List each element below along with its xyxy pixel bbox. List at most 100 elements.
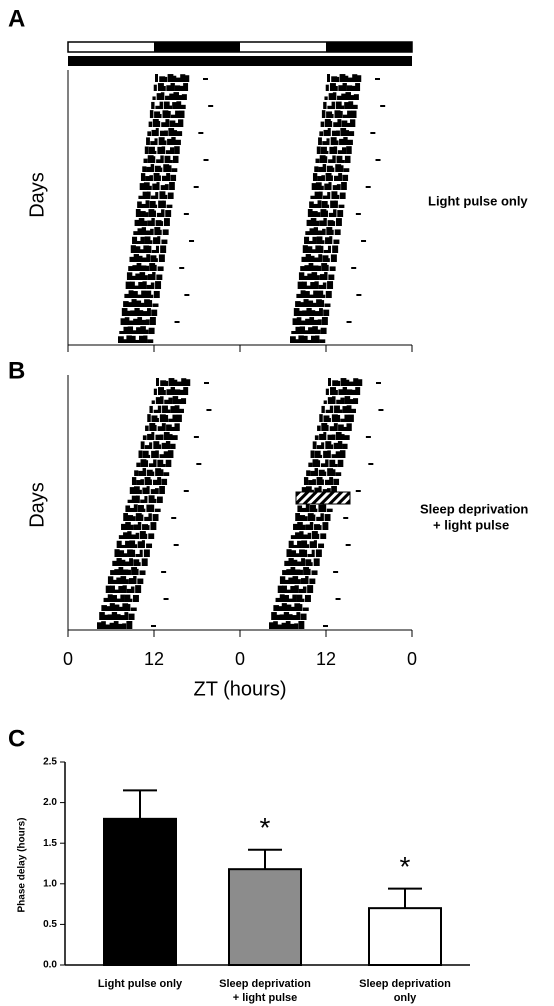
activity bbox=[288, 577, 294, 584]
activity bbox=[334, 140, 339, 145]
activity bbox=[145, 176, 152, 181]
activity bbox=[162, 229, 169, 235]
activity bbox=[312, 514, 316, 521]
activity bbox=[311, 531, 318, 539]
x-tick-label: Light pulse only bbox=[98, 978, 183, 990]
activity bbox=[288, 540, 294, 548]
activity bbox=[303, 516, 308, 521]
activity bbox=[308, 263, 314, 271]
activity bbox=[321, 317, 328, 325]
activity bbox=[159, 167, 163, 172]
activity bbox=[148, 533, 155, 539]
activity bbox=[141, 319, 148, 325]
activity bbox=[139, 549, 143, 557]
activity bbox=[150, 255, 157, 262]
activity bbox=[128, 320, 135, 325]
activity bbox=[361, 240, 367, 242]
activity bbox=[149, 317, 156, 325]
activity bbox=[320, 121, 325, 127]
activity bbox=[290, 567, 296, 575]
activity bbox=[150, 471, 155, 476]
activity bbox=[300, 290, 306, 298]
activity bbox=[335, 472, 342, 476]
activity bbox=[142, 281, 147, 289]
activity bbox=[308, 462, 313, 467]
activity bbox=[342, 426, 347, 431]
activity bbox=[352, 74, 358, 82]
y-tick-label: 2.0 bbox=[43, 797, 57, 808]
activity bbox=[328, 93, 335, 100]
activity bbox=[184, 75, 190, 82]
activity bbox=[129, 524, 134, 530]
activity bbox=[339, 105, 345, 109]
activity bbox=[327, 450, 331, 458]
activity bbox=[341, 93, 346, 100]
activity bbox=[346, 423, 352, 431]
activity bbox=[322, 141, 329, 145]
activity bbox=[300, 578, 307, 584]
activity bbox=[290, 535, 296, 539]
activity bbox=[176, 414, 182, 422]
activity bbox=[309, 228, 316, 235]
activity bbox=[332, 380, 339, 386]
activity bbox=[295, 301, 301, 307]
activity bbox=[135, 553, 142, 557]
activity bbox=[170, 426, 175, 431]
activity bbox=[306, 339, 312, 343]
activity bbox=[312, 479, 316, 485]
activity bbox=[331, 167, 335, 172]
activity bbox=[325, 290, 332, 298]
activity bbox=[112, 560, 118, 566]
activity bbox=[303, 299, 309, 307]
activity bbox=[144, 146, 149, 154]
activity bbox=[144, 516, 151, 521]
activity bbox=[320, 463, 327, 467]
activity bbox=[136, 263, 142, 271]
activity bbox=[292, 544, 299, 548]
activity bbox=[314, 468, 319, 476]
activity bbox=[159, 469, 164, 476]
activity bbox=[151, 101, 155, 109]
activity bbox=[318, 525, 322, 530]
activity bbox=[140, 459, 147, 467]
activity bbox=[138, 450, 143, 458]
activity bbox=[305, 504, 310, 512]
activity bbox=[159, 221, 164, 226]
activity bbox=[317, 290, 324, 298]
activity bbox=[287, 614, 293, 620]
activity bbox=[139, 272, 146, 280]
activity bbox=[298, 335, 304, 343]
activity bbox=[155, 397, 162, 404]
activity bbox=[154, 508, 161, 512]
activity bbox=[105, 624, 111, 629]
activity bbox=[300, 613, 307, 620]
activity bbox=[340, 397, 345, 404]
activity bbox=[307, 532, 312, 539]
activity bbox=[311, 570, 318, 575]
activity bbox=[299, 326, 306, 334]
activity bbox=[344, 396, 351, 404]
activity bbox=[334, 229, 341, 235]
activity bbox=[126, 588, 133, 593]
activity bbox=[335, 101, 342, 109]
y-tick-label: 0.0 bbox=[43, 960, 57, 971]
activity bbox=[140, 514, 144, 521]
activity bbox=[157, 146, 164, 154]
activity bbox=[328, 182, 332, 190]
activity bbox=[148, 121, 153, 127]
activity bbox=[121, 523, 126, 530]
activity bbox=[184, 294, 190, 296]
activity bbox=[158, 113, 162, 118]
activity bbox=[142, 257, 148, 262]
y-tick-label: 1.0 bbox=[43, 878, 57, 889]
activity bbox=[164, 414, 169, 422]
activity bbox=[127, 499, 133, 503]
activity bbox=[340, 159, 345, 163]
activity bbox=[273, 605, 279, 611]
activity bbox=[177, 95, 183, 100]
activity bbox=[336, 399, 343, 404]
activity bbox=[150, 228, 154, 235]
activity bbox=[178, 85, 184, 91]
activity bbox=[324, 272, 328, 280]
bar bbox=[368, 907, 442, 966]
